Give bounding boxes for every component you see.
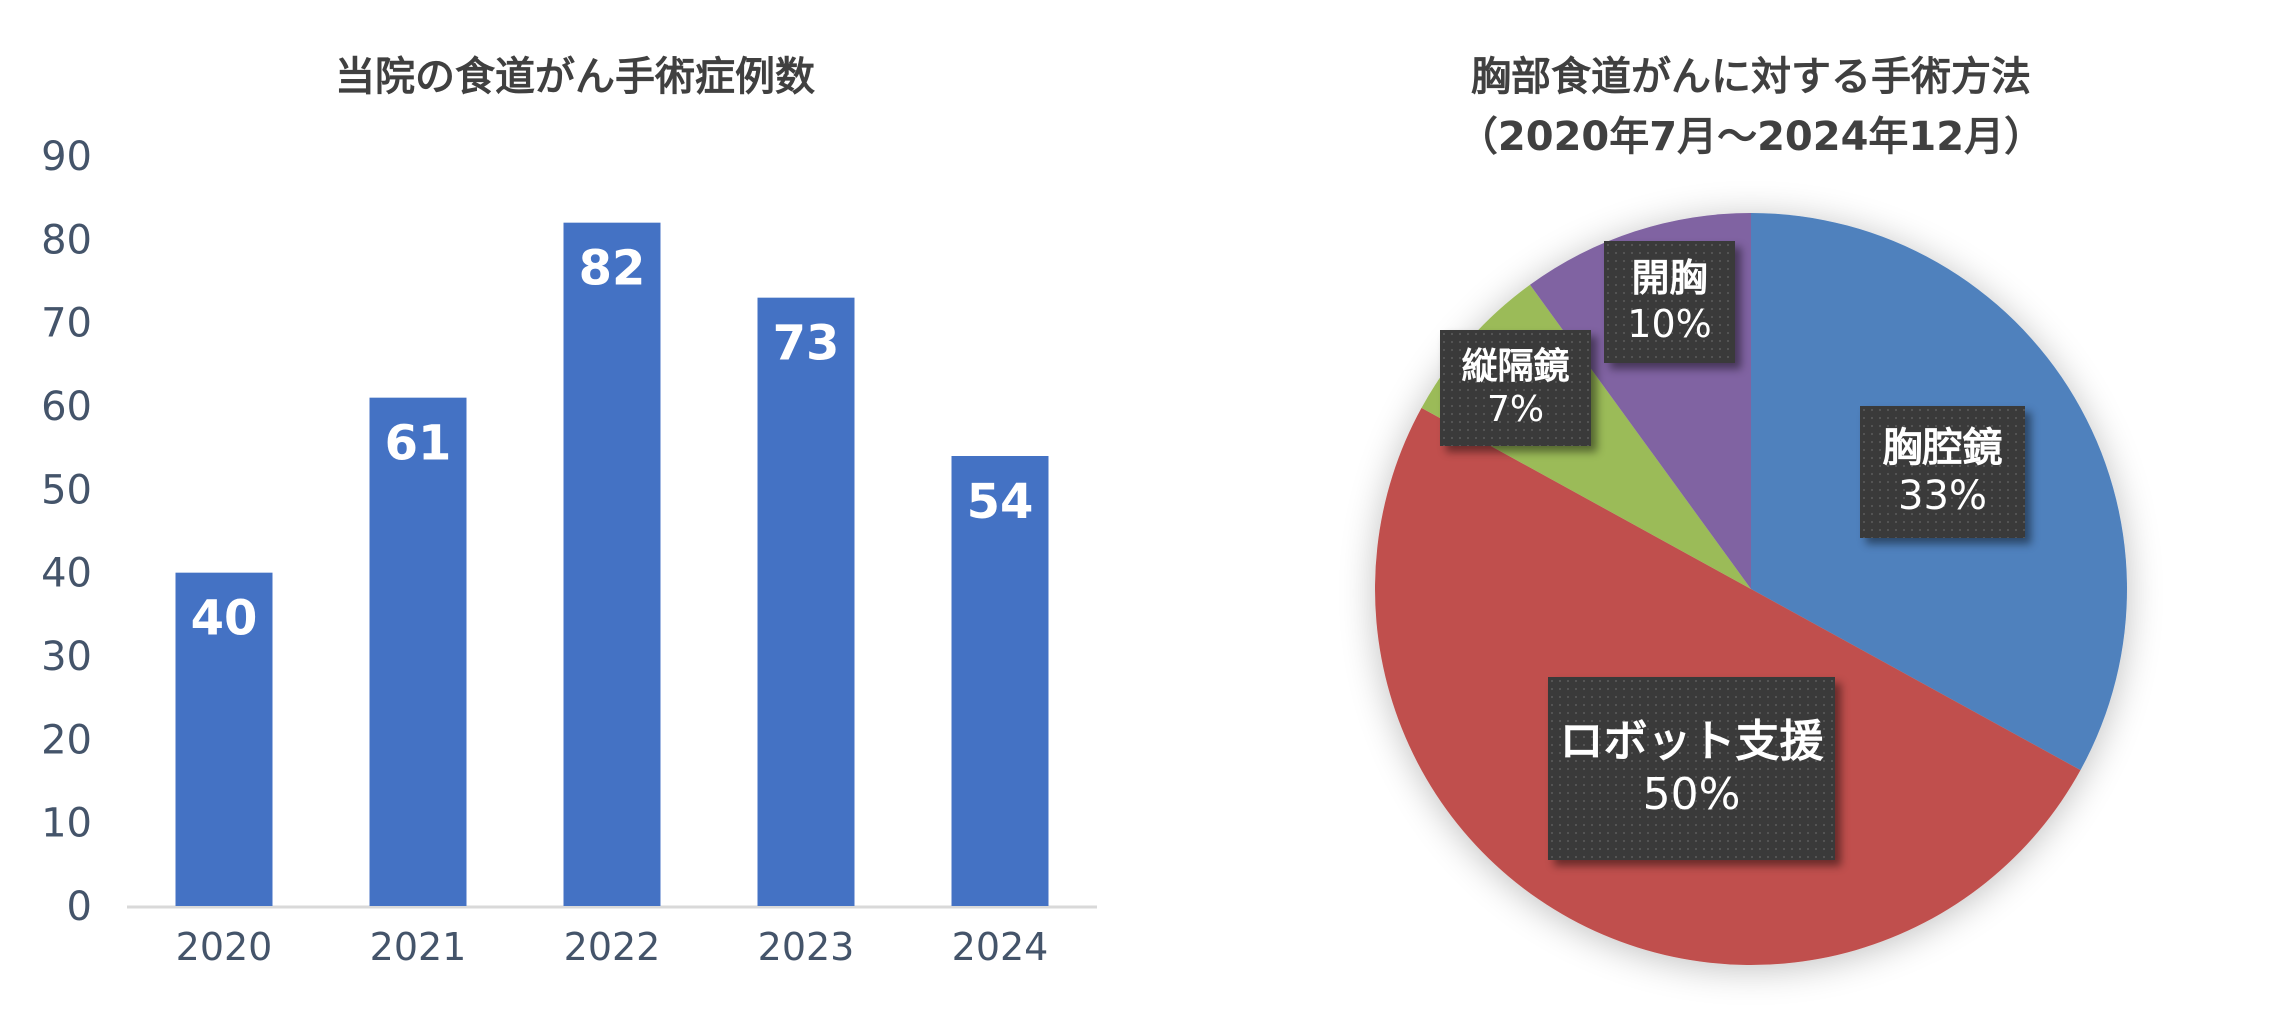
- pie-label-name: 開胸: [1631, 256, 1708, 301]
- y-tick-label: 60: [41, 384, 92, 430]
- pie-label-percent: 10%: [1627, 302, 1712, 346]
- x-tick-label: 2020: [176, 925, 273, 969]
- data-label: 61: [385, 416, 452, 472]
- data-label: 54: [967, 474, 1034, 530]
- pie-label-name: ロボット支援: [1559, 715, 1824, 767]
- pie-label-name: 縦隔鏡: [1461, 345, 1570, 387]
- pie-chart-title: 胸部食道がんに対する手術方法: [1471, 54, 2031, 100]
- bar-2022: [563, 222, 661, 906]
- y-tick-label: 0: [67, 884, 92, 930]
- bar-2023: [757, 297, 855, 907]
- bar-2021: [369, 397, 467, 906]
- pie-data-label: 開胸 10%: [1604, 241, 1735, 363]
- bar-chart-title: 当院の食道がん手術症例数: [335, 54, 815, 100]
- pie-data-label: 縦隔鏡 7%: [1440, 330, 1591, 446]
- y-tick-label: 80: [41, 217, 92, 263]
- data-label: 82: [579, 241, 646, 297]
- data-label: 73: [773, 316, 840, 372]
- pie-label-percent: 33%: [1898, 473, 1987, 519]
- x-tick-label: 2022: [564, 925, 661, 969]
- y-tick-label: 70: [41, 301, 92, 347]
- bar-2024: [951, 456, 1049, 906]
- y-tick-label: 90: [41, 134, 92, 180]
- pie-data-label: ロボット支援 50%: [1548, 677, 1835, 860]
- x-tick-label: 2024: [952, 925, 1049, 969]
- pie-chart-subtitle: （2020年7月～2024年12月）: [1457, 114, 2045, 160]
- bar-2020: [175, 572, 273, 906]
- x-tick-label: 2021: [370, 925, 467, 969]
- bar-chart: 0 10 20 30 40 50 60 70 80 90 40 2020 61 2021 82 2022 73 2…: [41, 134, 1097, 969]
- y-tick-label: 20: [41, 717, 92, 763]
- y-tick-label: 30: [41, 634, 92, 680]
- pie-label-percent: 7%: [1486, 389, 1545, 430]
- pie-label-name: 胸腔鏡: [1882, 425, 2003, 471]
- y-tick-label: 10: [41, 801, 92, 847]
- y-tick-label: 40: [41, 551, 92, 597]
- pie-label-percent: 50%: [1642, 768, 1741, 820]
- data-label: 40: [191, 591, 258, 647]
- pie-data-label: 胸腔鏡 33%: [1860, 406, 2025, 538]
- x-tick-label: 2023: [758, 925, 855, 969]
- y-tick-label: 50: [41, 467, 92, 513]
